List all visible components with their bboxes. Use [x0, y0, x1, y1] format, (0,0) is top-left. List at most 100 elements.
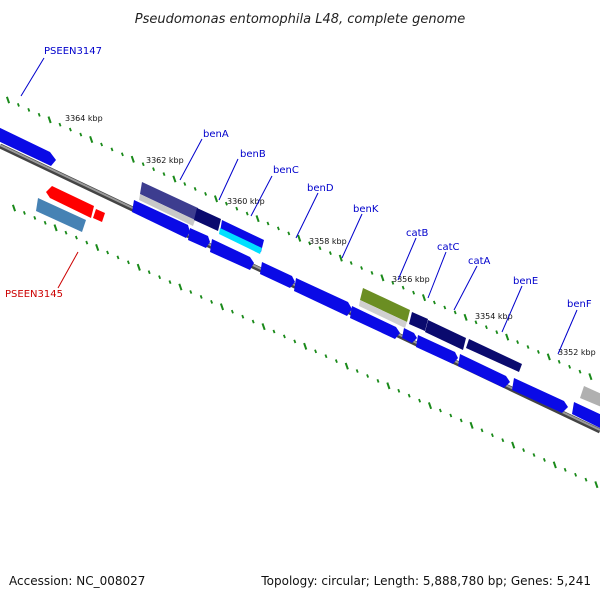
gene-label-catb[interactable]: catB	[406, 228, 429, 239]
gene-arrow-blue-2[interactable]	[188, 228, 210, 248]
scale-tick-inner	[542, 457, 546, 462]
gene-arrow-blue-1[interactable]	[132, 200, 190, 238]
gene-arrow-bena-shade[interactable]	[139, 194, 195, 226]
leader-pseen3147	[20, 57, 45, 97]
scale-tick-outer	[100, 142, 104, 147]
scale-tick-inner	[106, 250, 110, 255]
scale-tick-inner	[438, 408, 442, 413]
scale-label: 3362 kbp	[146, 156, 184, 165]
scale-tick-outer	[401, 285, 405, 290]
leader-catc	[427, 251, 447, 299]
scale-label: 3352 kbp	[558, 348, 596, 357]
scale-tick-outer	[47, 116, 52, 124]
scale-tick-outer	[463, 313, 468, 321]
gene-arrow-blue-10[interactable]	[512, 378, 568, 413]
scale-tick-outer	[546, 353, 551, 361]
scale-tick-inner	[74, 235, 78, 240]
scale-tick-outer	[193, 186, 197, 191]
gene-arrow-bene[interactable]	[466, 339, 522, 372]
leader-benb	[218, 158, 239, 201]
scale-tick-inner	[386, 382, 391, 390]
scale-tick-outer	[213, 195, 219, 203]
gene-arrow-catc[interactable]	[409, 312, 428, 331]
scale-tick-inner	[594, 481, 599, 489]
gene-arrow-benc-cyan[interactable]	[219, 228, 262, 254]
gene-label-benc[interactable]: benC	[273, 165, 299, 176]
gene-arrow-blue-6[interactable]	[350, 306, 400, 339]
scale-tick-inner	[574, 472, 578, 477]
scale-tick-inner	[43, 220, 47, 225]
leader-benc	[250, 175, 273, 217]
scale-label: 3360 kbp	[227, 197, 265, 206]
scale-tick-outer	[360, 266, 364, 270]
scale-tick-inner	[334, 359, 338, 364]
scale-tick-inner	[147, 270, 151, 275]
gene-arrow-blue-4[interactable]	[260, 262, 295, 288]
scale-tick-outer	[130, 155, 135, 163]
scale-tick-inner	[210, 299, 214, 304]
leader-bena	[179, 138, 203, 181]
scale-tick-outer	[120, 152, 124, 157]
scale-tick-inner	[584, 477, 588, 482]
gene-label-benf[interactable]: benF	[567, 299, 592, 310]
scale-tick-inner	[418, 398, 422, 403]
scale-tick-outer	[297, 234, 302, 242]
topology-summary-text: Topology: circular; Length: 5,888,780 bp…	[260, 574, 591, 588]
gene-arrow-catb-shade[interactable]	[359, 300, 407, 328]
scale-tick-inner	[241, 314, 245, 319]
gene-label-benb[interactable]: benB	[240, 149, 266, 160]
scale-ticks-outer	[5, 96, 593, 381]
gene-arrow-steel[interactable]	[36, 198, 86, 232]
gene-label-bend[interactable]: benD	[307, 183, 334, 194]
scale-tick-inner	[272, 329, 276, 334]
scale-tick-inner	[469, 421, 474, 429]
gene-label-pseen3145[interactable]: PSEEN3145	[5, 289, 63, 300]
scale-tick-inner	[344, 362, 349, 370]
gene-label-cata[interactable]: catA	[468, 256, 491, 267]
scale-tick-inner	[324, 354, 328, 359]
scale-tick-inner	[376, 378, 380, 383]
scale-tick-inner	[158, 275, 162, 280]
gene-arrow-cata[interactable]	[425, 320, 466, 350]
scale-tick-outer	[27, 107, 31, 112]
scale-tick-inner	[563, 467, 567, 472]
gene-label-catc[interactable]: catC	[437, 242, 460, 253]
leader-bene	[501, 285, 523, 333]
gene-arrow-bena[interactable]	[140, 182, 198, 220]
gene-arrow-blue-9[interactable]	[458, 354, 510, 388]
scale-tick-outer	[318, 246, 322, 251]
gene-arrow-blue-3[interactable]	[210, 239, 254, 270]
scale-tick-inner	[11, 204, 17, 212]
leader-catb	[397, 237, 417, 281]
scale-labels: 3364 kbp 3362 kbp 3360 kbp 3358 kbp 3356…	[65, 114, 596, 357]
gene-arrow-catb[interactable]	[360, 288, 410, 322]
gene-arrow-blue-5[interactable]	[294, 278, 352, 316]
scale-tick-inner	[64, 230, 68, 235]
scale-tick-inner	[168, 280, 172, 285]
scale-tick-outer	[287, 231, 291, 236]
gene-arrow-pseen3147[interactable]	[0, 126, 56, 166]
gene-arrow-red-2[interactable]	[93, 209, 105, 222]
scale-tick-inner	[85, 240, 89, 245]
scale-tick-inner	[490, 433, 494, 438]
gene-arrow-red-1[interactable]	[46, 186, 94, 218]
gene-features	[0, 126, 600, 430]
scale-tick-inner	[511, 441, 516, 449]
gene-label-benk[interactable]: benK	[353, 204, 379, 215]
scale-tick-outer	[204, 191, 208, 196]
gene-arrow-blue-8[interactable]	[416, 335, 458, 364]
gene-label-bene[interactable]: benE	[513, 276, 538, 287]
scale-tick-inner	[230, 309, 234, 314]
gene-arrow-blue-11[interactable]	[572, 402, 600, 430]
scale-tick-inner	[552, 461, 557, 469]
gene-arrow-blue-7[interactable]	[402, 328, 417, 343]
scale-tick-inner	[303, 342, 308, 350]
scale-tick-inner	[116, 255, 120, 260]
gene-label-pseen3147[interactable]: PSEEN3147	[44, 46, 102, 57]
gene-arrow-benf[interactable]	[580, 386, 600, 408]
gene-arrow-benb[interactable]	[194, 208, 221, 231]
scale-tick-inner	[427, 402, 433, 410]
scale-tick-inner	[251, 319, 255, 324]
gene-label-bena[interactable]: benA	[203, 129, 229, 140]
